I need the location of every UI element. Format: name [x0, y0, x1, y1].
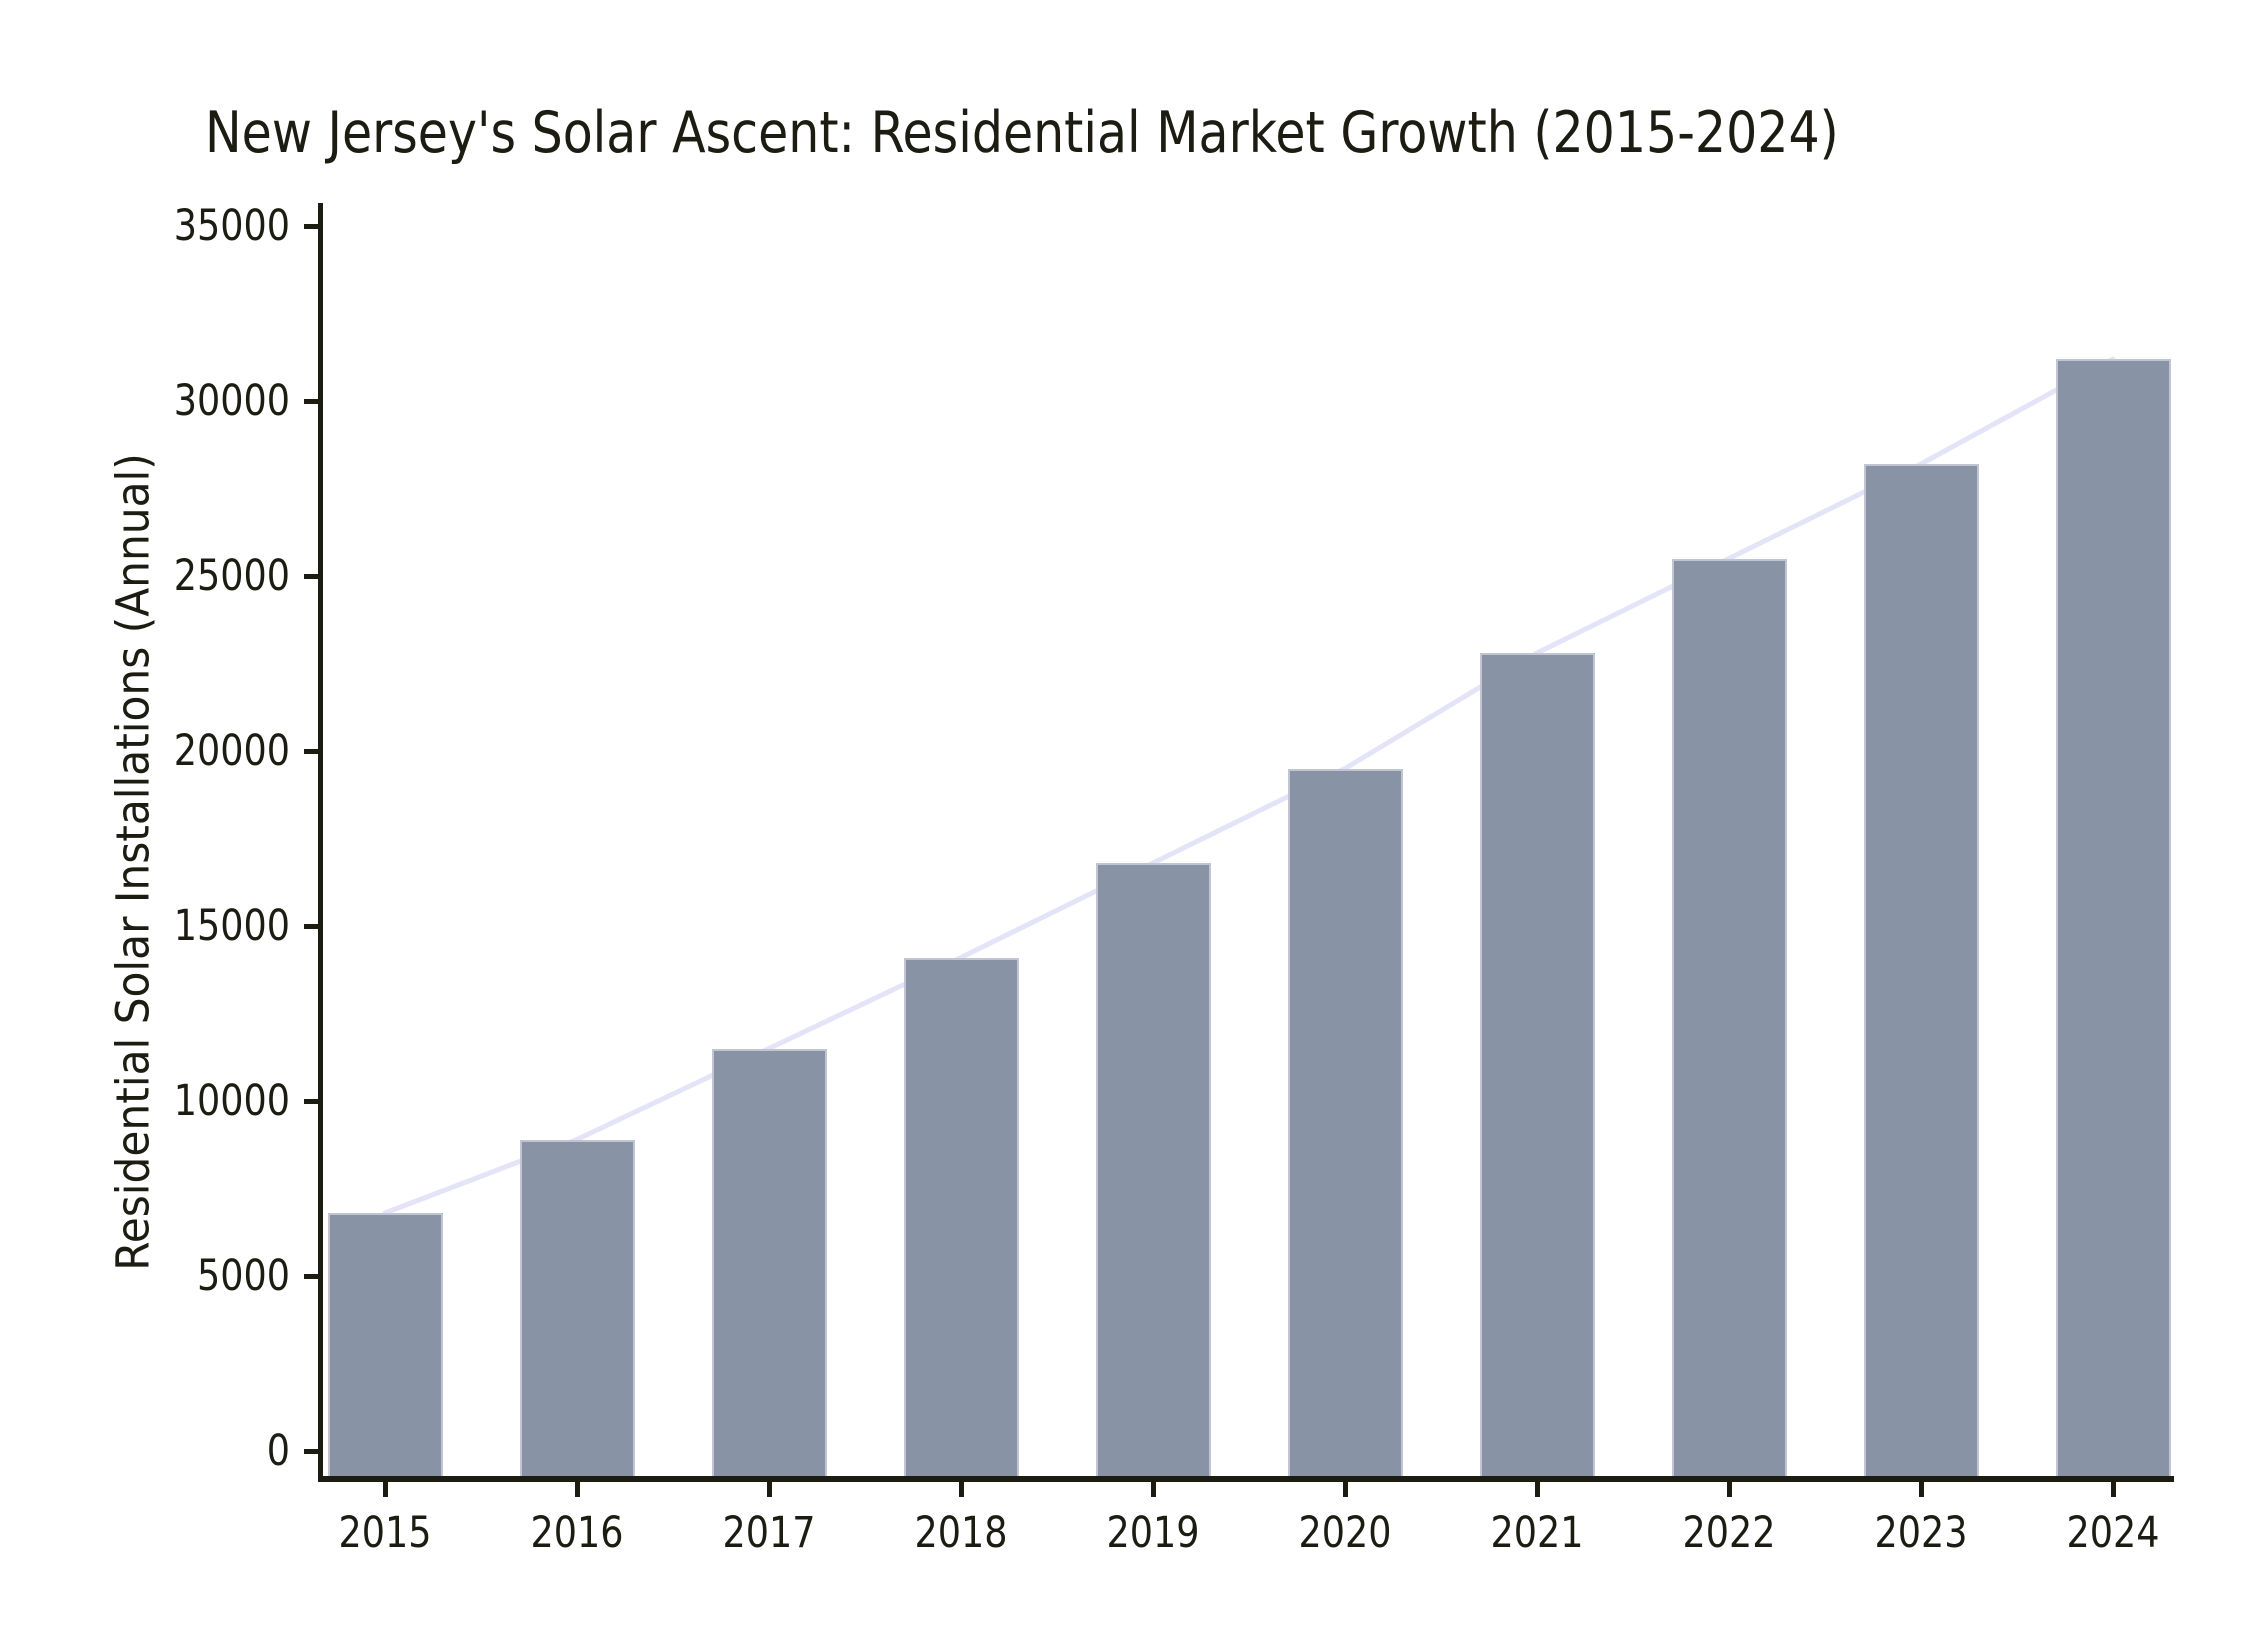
bar-2016	[519, 1139, 635, 1476]
x-tick-label-2018: 2018	[914, 1508, 1008, 1558]
x-tick-label-2023: 2023	[1874, 1508, 1968, 1558]
y-tick-label-20000: 20000	[173, 726, 290, 776]
x-tick-mark-2024	[2110, 1482, 2116, 1497]
y-tick-label-35000: 35000	[173, 201, 290, 251]
y-tick-mark-5000	[304, 1273, 320, 1279]
x-tick-label-2015: 2015	[338, 1508, 432, 1558]
x-tick-mark-2015	[382, 1482, 388, 1497]
y-tick-mark-0	[304, 1448, 320, 1454]
y-tick-label-15000: 15000	[173, 901, 290, 951]
bar-2020	[1287, 768, 1403, 1476]
x-tick-mark-2018	[958, 1482, 964, 1497]
y-tick-mark-20000	[304, 748, 320, 754]
x-tick-label-2020: 2020	[1298, 1508, 1392, 1558]
y-tick-label-25000: 25000	[173, 551, 290, 601]
y-tick-mark-35000	[304, 223, 320, 229]
x-tick-label-2016: 2016	[530, 1508, 624, 1558]
y-tick-mark-25000	[304, 573, 320, 579]
y-axis-spine	[318, 203, 323, 1482]
y-tick-mark-10000	[304, 1098, 320, 1104]
x-tick-label-2021: 2021	[1490, 1508, 1584, 1558]
x-tick-label-2024: 2024	[2066, 1508, 2160, 1558]
y-tick-mark-15000	[304, 923, 320, 929]
bar-2024	[2055, 359, 2171, 1476]
bar-2019	[1095, 863, 1211, 1476]
x-tick-mark-2019	[1150, 1482, 1156, 1497]
x-tick-mark-2016	[574, 1482, 580, 1497]
x-axis-spine	[318, 1476, 2174, 1482]
y-tick-mark-30000	[304, 398, 320, 404]
x-tick-mark-2022	[1726, 1482, 1732, 1497]
trend-line	[382, 356, 2116, 1216]
x-tick-mark-2017	[766, 1482, 772, 1497]
y-tick-label-0: 0	[266, 1426, 290, 1476]
x-tick-mark-2023	[1918, 1482, 1924, 1497]
bar-2015	[327, 1213, 443, 1476]
x-tick-label-2022: 2022	[1682, 1508, 1776, 1558]
y-tick-label-10000: 10000	[173, 1076, 290, 1126]
x-tick-label-2019: 2019	[1106, 1508, 1200, 1558]
bar-2018	[903, 957, 1019, 1476]
bar-2021	[1479, 653, 1595, 1476]
y-tick-label-5000: 5000	[196, 1251, 290, 1301]
chart-title: New Jersey's Solar Ascent: Residential M…	[205, 100, 1839, 166]
x-tick-mark-2020	[1342, 1482, 1348, 1497]
bar-2017	[711, 1048, 827, 1476]
y-tick-label-30000: 30000	[173, 376, 290, 426]
x-tick-label-2017: 2017	[722, 1508, 816, 1558]
bar-2023	[1863, 464, 1979, 1476]
bar-2022	[1671, 558, 1787, 1476]
x-tick-mark-2021	[1534, 1482, 1540, 1497]
